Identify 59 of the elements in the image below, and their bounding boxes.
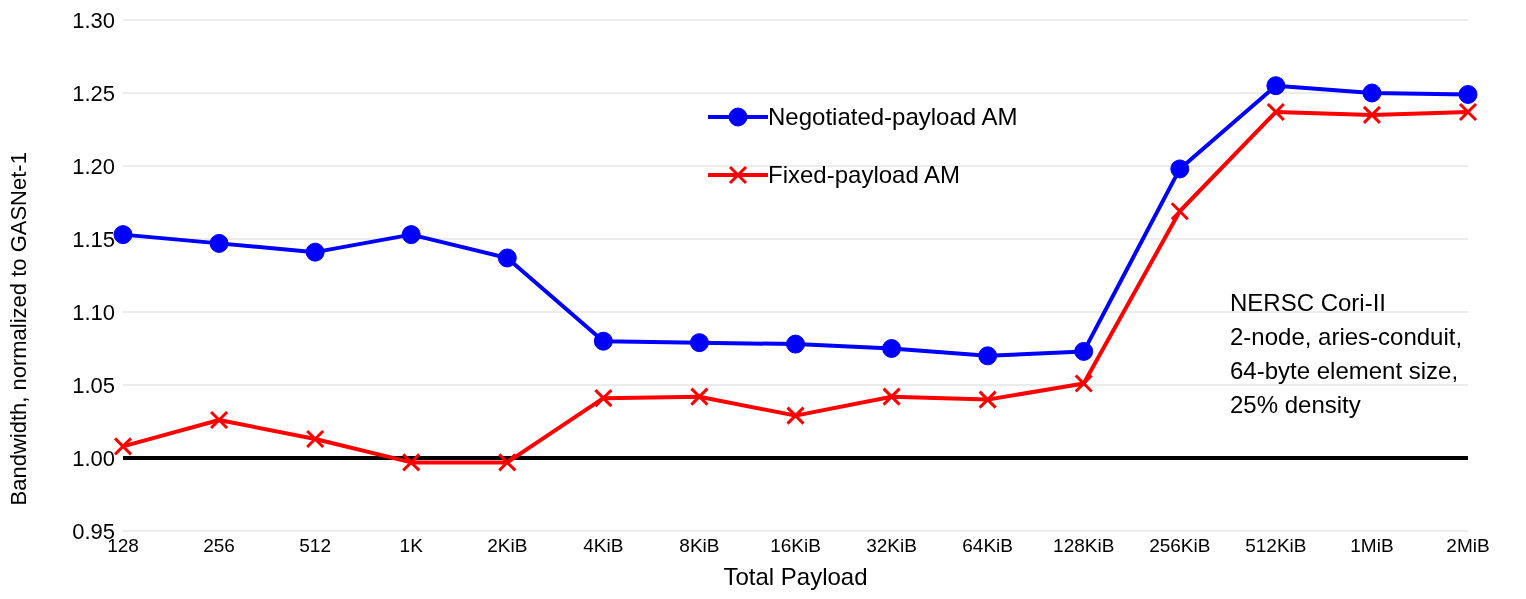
point [401, 225, 421, 245]
y-tick-label: 1.20 [72, 153, 115, 179]
annotation: 64-byte element size, [1230, 356, 1460, 386]
y-tick-label: 1.05 [72, 372, 115, 398]
point [1074, 341, 1094, 361]
y-tick-label: 1.10 [72, 299, 115, 325]
point [786, 334, 805, 354]
point [1170, 159, 1190, 179]
point [113, 436, 133, 456]
point [1362, 83, 1382, 103]
annotation: 2-node, aries-conduit, [1230, 322, 1463, 352]
point [1170, 201, 1190, 221]
x-tick-label: 256 [203, 535, 235, 557]
y-tick-label: 1.30 [72, 7, 115, 33]
x-tick-label: 512 [299, 535, 331, 557]
annotation: NERSC Cori-II [1230, 288, 1387, 318]
x-tick-label: 2KiB [487, 535, 528, 557]
y-axis-title: Bandwidth, normalized to GASNet-1 [5, 152, 31, 506]
point [786, 406, 805, 426]
point [1362, 105, 1382, 125]
point [689, 333, 709, 353]
point [401, 452, 421, 472]
annotation: 25% density [1230, 390, 1362, 420]
point [1266, 102, 1286, 122]
point [209, 410, 229, 430]
point [497, 248, 517, 268]
point [113, 225, 133, 245]
x-tick-label: 8KiB [679, 535, 720, 557]
y-tick-label: 1.25 [72, 80, 115, 106]
point [305, 429, 325, 449]
x-tick-label: 4KiB [583, 535, 624, 557]
legend-label: Negotiated-payload AM [768, 103, 1018, 131]
x-tick-label: 32KiB [866, 535, 917, 557]
point [882, 339, 902, 358]
point [1266, 76, 1286, 96]
x-tick-label: 1MiB [1350, 535, 1394, 557]
point [1458, 84, 1478, 104]
point [593, 388, 613, 408]
point [497, 452, 517, 472]
point [305, 242, 325, 262]
y-tick-label: 1.00 [72, 445, 115, 471]
x-tick-label: 2MiB [1446, 535, 1490, 557]
point [209, 233, 229, 253]
point [1458, 102, 1478, 122]
x-tick-label: 16KiB [770, 535, 821, 557]
x-tick-label: 64KiB [962, 535, 1013, 557]
point [978, 346, 998, 366]
point [978, 390, 998, 410]
x-tick-label: 512KiB [1245, 535, 1307, 557]
legend-label: Fixed-payload AM [768, 161, 961, 189]
x-tick-label: 1K [399, 535, 424, 557]
y-tick-label: 1.15 [72, 226, 115, 252]
point [593, 331, 613, 351]
point [689, 387, 709, 407]
x-tick-label: 256KiB [1149, 535, 1211, 557]
x-tick-label: 128KiB [1053, 535, 1115, 557]
x-axis-title: Total Payload [723, 563, 868, 590]
point [1074, 374, 1094, 394]
point [882, 387, 902, 407]
